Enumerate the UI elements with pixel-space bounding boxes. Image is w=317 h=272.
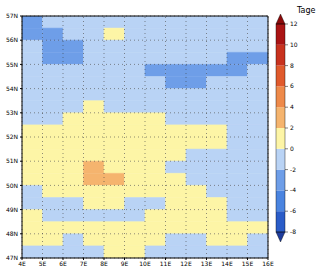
- svg-text:Tage: Tage: [296, 6, 309, 15]
- svg-text:14E: 14E: [221, 260, 233, 267]
- svg-text:7E: 7E: [80, 260, 88, 267]
- svg-text:10E: 10E: [139, 260, 151, 267]
- svg-text:55N: 55N: [8, 61, 18, 68]
- svg-text:51N: 51N: [8, 157, 18, 164]
- svg-text:10: 10: [290, 41, 298, 48]
- svg-text:11E: 11E: [160, 260, 172, 267]
- svg-text:13E: 13E: [201, 260, 213, 267]
- svg-text:4E: 4E: [18, 260, 26, 267]
- svg-text:52N: 52N: [8, 133, 18, 140]
- svg-text:47N: 47N: [8, 254, 18, 261]
- svg-text:8: 8: [290, 62, 294, 69]
- svg-text:12E: 12E: [180, 260, 192, 267]
- svg-text:-2: -2: [290, 166, 296, 173]
- svg-text:5E: 5E: [39, 260, 47, 267]
- svg-text:8E: 8E: [100, 260, 108, 267]
- svg-text:-8: -8: [290, 228, 296, 235]
- svg-text:4: 4: [290, 103, 294, 110]
- svg-text:15E: 15E: [242, 260, 254, 267]
- svg-text:50N: 50N: [8, 182, 18, 189]
- svg-text:53N: 53N: [8, 109, 18, 116]
- svg-text:48N: 48N: [8, 230, 18, 237]
- svg-text:54N: 54N: [8, 85, 18, 92]
- svg-text:57N: 57N: [8, 12, 18, 19]
- svg-text:49N: 49N: [8, 206, 18, 213]
- svg-text:-6: -6: [290, 207, 296, 214]
- svg-text:-4: -4: [290, 186, 296, 193]
- svg-text:6E: 6E: [59, 260, 67, 267]
- svg-text:56N: 56N: [8, 36, 18, 43]
- svg-text:0: 0: [290, 145, 294, 152]
- svg-text:9E: 9E: [121, 260, 129, 267]
- svg-text:6: 6: [290, 82, 294, 89]
- svg-text:2: 2: [290, 124, 294, 131]
- svg-text:12: 12: [290, 20, 298, 27]
- svg-text:16E: 16E: [262, 260, 274, 267]
